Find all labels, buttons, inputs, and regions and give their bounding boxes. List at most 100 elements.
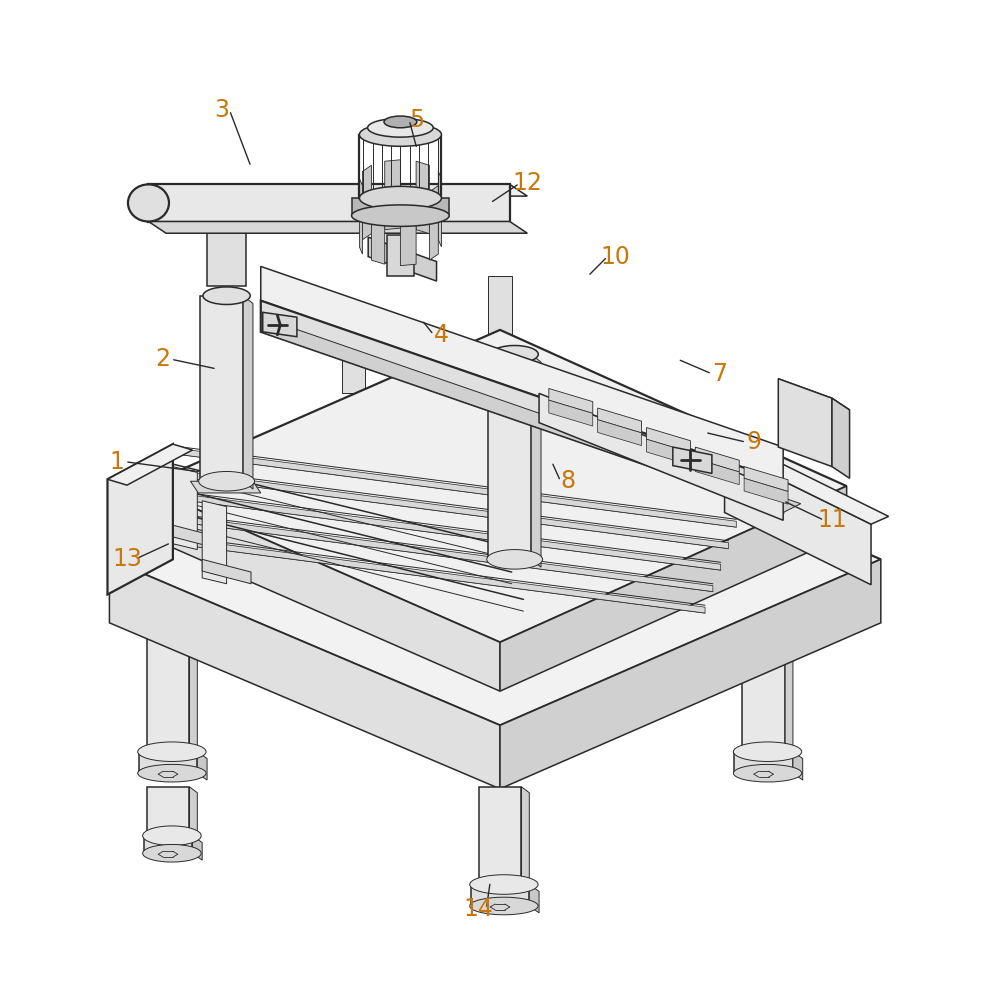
Ellipse shape: [359, 123, 441, 146]
Text: 14: 14: [464, 897, 493, 921]
Ellipse shape: [143, 845, 201, 862]
Polygon shape: [368, 237, 437, 281]
Polygon shape: [352, 198, 449, 216]
Polygon shape: [500, 486, 847, 691]
Polygon shape: [148, 185, 510, 222]
Polygon shape: [147, 787, 189, 836]
Text: 9: 9: [746, 430, 761, 455]
Polygon shape: [192, 836, 202, 860]
Polygon shape: [742, 620, 785, 751]
Polygon shape: [144, 534, 705, 613]
Polygon shape: [725, 444, 889, 524]
Polygon shape: [261, 300, 783, 513]
Text: 4: 4: [434, 323, 449, 347]
Text: 5: 5: [409, 108, 425, 132]
Polygon shape: [107, 444, 173, 594]
Polygon shape: [173, 525, 222, 550]
Ellipse shape: [487, 550, 543, 570]
Polygon shape: [521, 787, 529, 891]
Polygon shape: [400, 195, 416, 266]
Polygon shape: [488, 355, 531, 560]
Text: 12: 12: [512, 172, 542, 195]
Polygon shape: [500, 560, 881, 789]
Polygon shape: [598, 419, 642, 446]
Text: 1: 1: [110, 450, 125, 473]
Ellipse shape: [199, 471, 255, 491]
Polygon shape: [189, 620, 197, 757]
Polygon shape: [673, 447, 712, 473]
Polygon shape: [531, 355, 541, 568]
Polygon shape: [363, 165, 371, 240]
Polygon shape: [832, 399, 850, 478]
Ellipse shape: [470, 898, 538, 915]
Polygon shape: [148, 185, 527, 196]
Polygon shape: [190, 481, 261, 493]
Polygon shape: [793, 751, 803, 780]
Ellipse shape: [203, 287, 250, 304]
Text: 3: 3: [214, 98, 229, 122]
Polygon shape: [488, 276, 512, 335]
Text: 7: 7: [712, 361, 727, 386]
Ellipse shape: [470, 875, 538, 895]
Polygon shape: [646, 439, 690, 465]
Polygon shape: [529, 885, 539, 913]
Polygon shape: [175, 448, 736, 527]
Polygon shape: [778, 379, 832, 466]
Ellipse shape: [138, 764, 206, 782]
Polygon shape: [725, 452, 871, 584]
Polygon shape: [207, 227, 246, 286]
Polygon shape: [151, 513, 713, 591]
Polygon shape: [144, 330, 847, 642]
Text: 11: 11: [817, 509, 847, 532]
Polygon shape: [778, 379, 850, 409]
Polygon shape: [202, 560, 251, 583]
Text: 10: 10: [600, 245, 630, 269]
Polygon shape: [385, 160, 400, 230]
Ellipse shape: [359, 187, 441, 210]
Polygon shape: [549, 389, 593, 413]
Ellipse shape: [368, 119, 433, 137]
Ellipse shape: [138, 742, 206, 761]
Polygon shape: [167, 469, 728, 549]
Polygon shape: [159, 491, 721, 571]
Polygon shape: [471, 885, 529, 906]
Polygon shape: [744, 466, 788, 491]
Polygon shape: [695, 447, 739, 472]
Polygon shape: [598, 408, 642, 433]
Polygon shape: [479, 787, 521, 885]
Polygon shape: [144, 486, 500, 691]
Polygon shape: [646, 427, 690, 453]
Polygon shape: [549, 401, 593, 426]
Polygon shape: [147, 620, 189, 751]
Polygon shape: [438, 172, 441, 246]
Polygon shape: [139, 751, 197, 773]
Polygon shape: [342, 335, 365, 394]
Polygon shape: [744, 478, 788, 504]
Polygon shape: [107, 444, 192, 485]
Polygon shape: [202, 501, 227, 583]
Polygon shape: [695, 459, 739, 485]
Polygon shape: [359, 179, 363, 254]
Polygon shape: [263, 312, 297, 337]
Polygon shape: [261, 266, 783, 481]
Ellipse shape: [128, 185, 169, 222]
Polygon shape: [200, 296, 243, 481]
Text: 2: 2: [156, 348, 171, 371]
Ellipse shape: [733, 764, 802, 782]
Polygon shape: [243, 296, 253, 489]
Polygon shape: [261, 323, 801, 513]
Polygon shape: [539, 394, 783, 520]
Polygon shape: [785, 620, 793, 757]
Ellipse shape: [733, 742, 802, 761]
Polygon shape: [109, 560, 500, 789]
Polygon shape: [189, 787, 197, 842]
Polygon shape: [197, 751, 207, 780]
Ellipse shape: [491, 346, 538, 363]
Polygon shape: [429, 186, 438, 260]
Polygon shape: [173, 466, 197, 550]
Polygon shape: [734, 751, 793, 773]
Ellipse shape: [352, 205, 449, 227]
Polygon shape: [387, 235, 414, 276]
Polygon shape: [148, 222, 527, 233]
Ellipse shape: [384, 116, 417, 128]
